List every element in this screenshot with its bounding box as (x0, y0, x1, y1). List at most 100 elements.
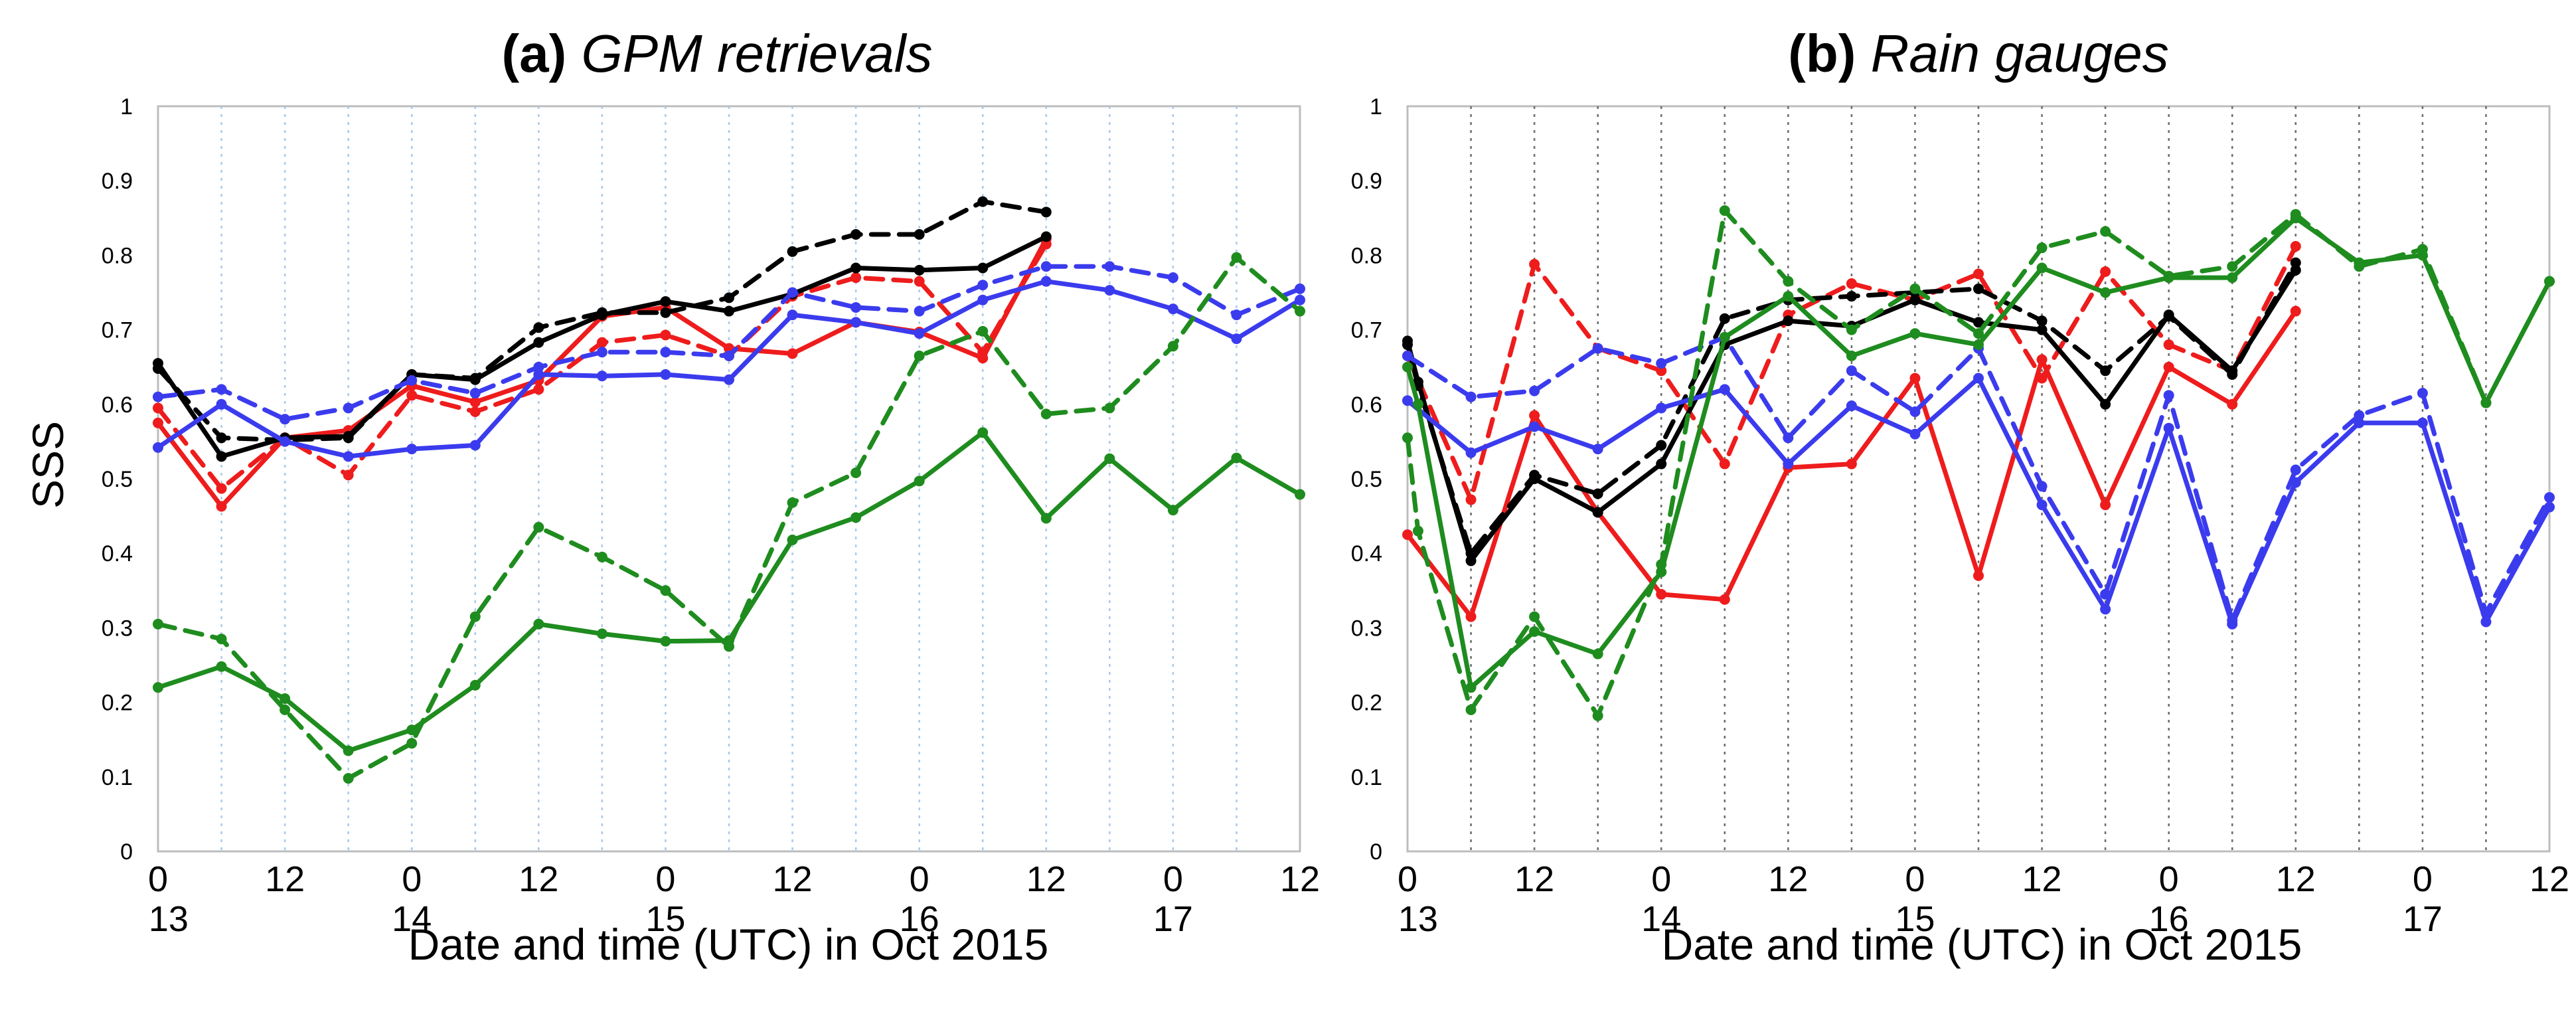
panel-b-point-blue-solid (2036, 499, 2048, 511)
panel-b-point-blue-dashed (2417, 387, 2428, 398)
panel-a-point-red-dashed (1040, 238, 1052, 250)
panel-a-y-tick-label: 0.5 (102, 467, 133, 492)
panel-a-point-black-solid (724, 305, 734, 317)
panel-b-point-black-solid (1592, 507, 1603, 518)
panel-a-point-blue-solid (724, 374, 734, 385)
panel-b-point-blue-solid (2417, 417, 2428, 428)
panel-b-point-blue-dashed (1783, 432, 1794, 444)
panel-a-point-blue-solid (1295, 294, 1305, 305)
panel-b-x-tick-label: 12 (2530, 859, 2569, 899)
panel-b-point-green-solid (1402, 361, 1413, 373)
panel-a-point-black-solid (660, 296, 671, 307)
panel-b-point-blue-dashed (1656, 358, 1667, 369)
panel-b-point-blue-solid (2100, 604, 2111, 615)
panel-a-point-black-solid (533, 337, 544, 348)
panel-a-point-red-solid (469, 396, 481, 408)
panel-a-x-tick-label: 12 (773, 859, 813, 899)
panel-a-x-date-label: 16 (900, 899, 939, 939)
panel-a-point-green-dashed (1231, 252, 1242, 263)
panel-b-point-green-solid (2227, 272, 2238, 284)
panel-b-point-green-solid (1783, 291, 1794, 302)
panel-b-point-black-solid (2036, 324, 2048, 335)
panel-b-point-blue-solid (1465, 447, 1477, 458)
panel-a-x-tick-label: 0 (655, 859, 675, 899)
panel-a-point-black-dashed (787, 246, 798, 257)
panel-b-point-black-dashed (2036, 315, 2048, 327)
panel-a-point-red-dashed (153, 402, 163, 414)
panel-b-point-blue-dashed (2100, 588, 2111, 600)
panel-b-point-green-dashed (1529, 611, 1540, 622)
panel-a-y-tick-label: 0.9 (102, 169, 133, 194)
panel-b-point-blue-solid (1909, 428, 1921, 440)
panel-a-point-green-solid (596, 628, 607, 640)
panel-b-x-date-label: 13 (1398, 899, 1438, 939)
panel-a-point-red-dashed (660, 329, 671, 341)
panel-a-point-green-dashed (914, 350, 925, 361)
panel-b-y-tick-label: 0.1 (1351, 765, 1382, 790)
panel-b-x-tick-label: 12 (1514, 859, 1554, 899)
y-axis-label: SSS (23, 421, 72, 509)
panel-b-point-black-dashed (1402, 339, 1413, 351)
panel-b-title-prefix: (b) (1788, 24, 1856, 83)
panel-b-point-green-dashed (1402, 432, 1413, 444)
panel-a-point-green-solid (216, 661, 227, 672)
panel-a-point-black-dashed (216, 432, 227, 444)
panel-a-point-blue-dashed (533, 361, 544, 373)
panel-a-point-red-solid (787, 348, 798, 359)
panel-a-point-black-dashed (660, 307, 671, 318)
panel-b-series-blue-solid (1402, 373, 2555, 630)
panel-b-point-red-dashed (1465, 494, 1477, 505)
panel-a-point-blue-solid (660, 369, 671, 380)
panel-b-point-blue-solid (1592, 444, 1603, 455)
panel-a-point-red-solid (153, 417, 163, 428)
panel-b-point-red-solid (1909, 373, 1921, 384)
panel-a-point-green-dashed (977, 325, 989, 337)
panel-b-series-red-dashed (1402, 240, 2301, 505)
panel-a-point-blue-dashed (787, 287, 798, 298)
panel-a-series-blue-solid (153, 276, 1305, 462)
panel-a-point-blue-dashed (1295, 283, 1305, 294)
panel-b-x-date-label: 17 (2403, 899, 2443, 939)
panel-a-point-blue-dashed (914, 305, 925, 317)
panel-b-point-red-solid (1719, 594, 1730, 605)
panel-a-point-blue-dashed (1231, 309, 1242, 321)
panel-b-point-red-solid (2036, 354, 2048, 365)
panel-a-point-green-dashed (1104, 402, 1115, 414)
panel-a-point-black-dashed (153, 363, 163, 374)
panel-b-x-tick-label: 12 (1768, 859, 1808, 899)
panel-b-point-red-solid (1846, 458, 1857, 470)
panel-b-point-green-dashed (1465, 704, 1477, 715)
panel-a-series-red-dashed (153, 238, 1052, 494)
panel-b-point-black-dashed (2227, 369, 2238, 380)
panel-a-point-green-solid (787, 535, 798, 546)
panel-b-point-red-dashed (1719, 458, 1730, 470)
panel-b-point-blue-dashed (2354, 410, 2365, 421)
panel-b-point-black-dashed (1592, 488, 1603, 499)
panel-b-point-red-dashed (1846, 278, 1857, 290)
panel-a-point-blue-solid (596, 371, 607, 382)
panel-a-point-black-dashed (533, 322, 544, 333)
panel-a-series-green-solid (153, 427, 1305, 756)
panel-a-point-blue-dashed (1040, 261, 1052, 272)
panel-b-y-tick-label: 0.6 (1351, 392, 1382, 418)
panel-a-y-tick-label: 0.4 (102, 541, 133, 566)
panel-a-point-black-dashed (914, 228, 925, 240)
panel-a-point-green-solid (343, 745, 354, 756)
panel-b-point-blue-dashed (2290, 464, 2301, 475)
panel-a-y-tick-label: 0.1 (102, 765, 133, 790)
panel-b-point-black-dashed (2163, 311, 2174, 322)
panel-a-y-tick-label: 1 (120, 94, 133, 120)
panel-b-point-green-solid (1592, 648, 1603, 659)
panel-b-point-black-dashed (1465, 548, 1477, 559)
panel-b-point-black-dashed (1973, 283, 1984, 294)
panel-b-point-blue-solid (2544, 501, 2555, 513)
panel-b-series-green-dashed (1402, 205, 2555, 721)
panel-b-point-green-dashed (1656, 559, 1667, 570)
panel-a-x-axis-label: Date and time (UTC) in Oct 2015 (408, 920, 1049, 969)
panel-a-point-black-solid (914, 264, 925, 276)
panel-b-point-blue-solid (2163, 422, 2174, 434)
panel-b-y-tick-label: 0.7 (1351, 318, 1382, 343)
panel-a-title-prefix: (a) (502, 24, 567, 83)
panel-a-y-tick-label: 0.6 (102, 392, 133, 418)
